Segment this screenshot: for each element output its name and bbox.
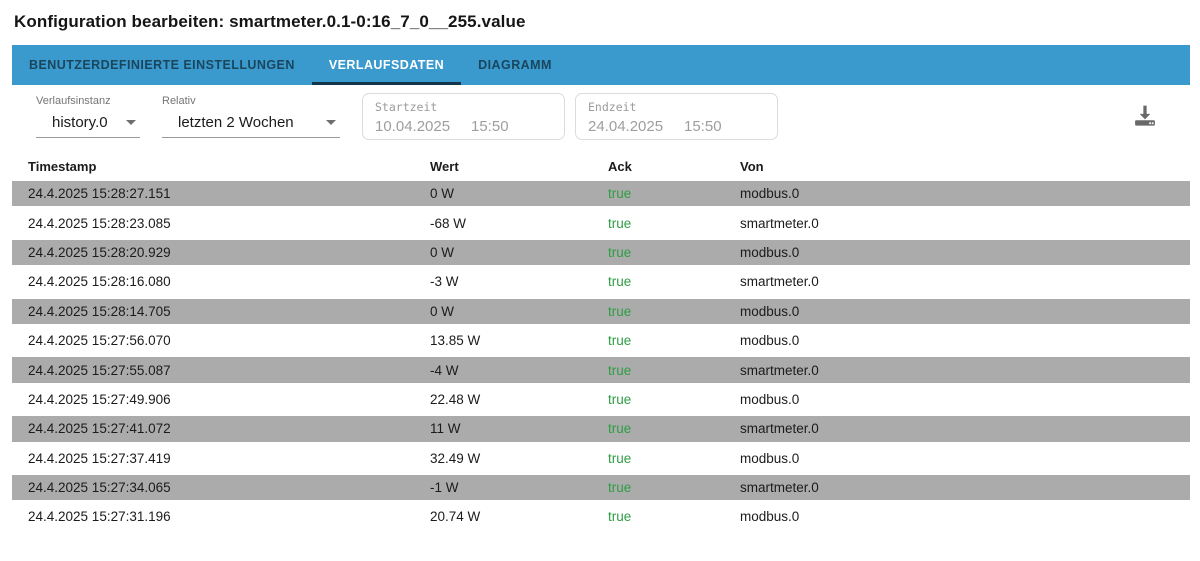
cell-wert: 32.49 W <box>430 450 481 466</box>
cell-timestamp: 24.4.2025 15:28:16.080 <box>28 274 171 290</box>
cell-wert: -3 W <box>430 274 459 290</box>
cell-von: modbus.0 <box>740 303 800 319</box>
tab-label: VERLAUFSDATEN <box>328 58 445 72</box>
start-time-field[interactable]: 15:50 <box>471 118 509 135</box>
tab-benutzerdefinierte-einstellungen[interactable]: BENUTZERDEFINIERTE EINSTELLUNGEN <box>12 45 312 85</box>
cell-timestamp: 24.4.2025 15:27:31.196 <box>28 509 171 525</box>
history-instance-select[interactable]: Verlaufsinstanz history.0 <box>36 95 140 138</box>
cell-timestamp: 24.4.2025 15:28:27.151 <box>28 186 171 202</box>
download-icon <box>1131 105 1159 132</box>
tab-verlaufsdaten[interactable]: VERLAUFSDATEN <box>311 45 462 85</box>
cell-von: smartmeter.0 <box>740 215 819 231</box>
cell-ack: true <box>608 421 632 437</box>
column-header-ack: Ack <box>608 158 632 174</box>
cell-von: modbus.0 <box>740 509 800 525</box>
table-row: 24.4.2025 15:28:20.929 0 W true modbus.0 <box>12 237 1190 268</box>
history-instance-label: Verlaufsinstanz <box>36 95 111 107</box>
cell-ack: true <box>608 215 632 231</box>
cell-von: modbus.0 <box>740 391 800 407</box>
end-date-field[interactable]: 24.04.2025 <box>588 118 664 135</box>
table-row: 24.4.2025 15:27:49.906 22.48 W true modbus.… <box>12 385 1190 414</box>
history-instance-value: history.0 <box>52 114 108 131</box>
chevron-down-icon <box>126 120 136 125</box>
column-header-wert: Wert <box>430 158 459 174</box>
filter-toolbar: Verlaufsinstanz history.0 Relativ letzte… <box>0 85 1200 153</box>
cell-von: modbus.0 <box>740 244 800 260</box>
column-header-timestamp: Timestamp <box>28 158 97 174</box>
table-row: 24.4.2025 15:27:37.419 32.49 W true modbus.… <box>12 444 1190 473</box>
cell-wert: 13.85 W <box>430 333 481 349</box>
cell-ack: true <box>608 480 632 496</box>
table-row: 24.4.2025 15:28:27.151 0 W true modbus.0 <box>12 179 1190 209</box>
tab-label: BENUTZERDEFINIERTE EINSTELLUNGEN <box>29 58 295 72</box>
relative-range-select[interactable]: Relativ letzten 2 Wochen <box>162 95 340 138</box>
cell-timestamp: 24.4.2025 15:28:20.929 <box>28 244 171 260</box>
cell-wert: -68 W <box>430 215 467 231</box>
download-button[interactable] <box>1130 101 1160 131</box>
chevron-down-icon <box>326 120 336 125</box>
cell-ack: true <box>608 274 632 290</box>
cell-ack: true <box>608 186 632 202</box>
table-row: 24.4.2025 15:27:56.070 13.85 W true modbus.… <box>12 326 1190 355</box>
table-header-row: Timestamp Wert Ack Von <box>12 153 1190 179</box>
table-row: 24.4.2025 15:27:31.196 20.74 W true modbus.… <box>12 502 1190 531</box>
table-row: 24.4.2025 15:28:16.080 -3 W true smartmeter… <box>12 267 1190 296</box>
tab-label: DIAGRAMM <box>478 58 552 72</box>
cell-wert: 22.48 W <box>430 391 481 407</box>
cell-ack: true <box>608 509 632 525</box>
cell-timestamp: 24.4.2025 15:27:56.070 <box>28 333 171 349</box>
cell-timestamp: 24.4.2025 15:27:37.419 <box>28 450 171 466</box>
table-row: 24.4.2025 15:28:23.085 -68 W true smartmete… <box>12 208 1190 237</box>
table-row: 24.4.2025 15:28:14.705 0 W true modbus.0 <box>12 296 1190 326</box>
cell-ack: true <box>608 244 632 260</box>
relative-range-label: Relativ <box>162 95 196 107</box>
cell-timestamp: 24.4.2025 15:27:41.072 <box>28 421 171 437</box>
cell-wert: 0 W <box>430 303 455 319</box>
cell-ack: true <box>608 391 632 407</box>
cell-timestamp: 24.4.2025 15:28:23.085 <box>28 215 171 231</box>
cell-von: smartmeter.0 <box>740 274 819 290</box>
tab-bar: BENUTZERDEFINIERTE EINSTELLUNGEN VERLAUF… <box>12 45 1190 85</box>
cell-ack: true <box>608 333 632 349</box>
start-date-field[interactable]: 10.04.2025 <box>375 118 451 135</box>
cell-timestamp: 24.4.2025 15:27:55.087 <box>28 362 171 378</box>
cell-von: modbus.0 <box>740 186 800 202</box>
end-time-field[interactable]: 15:50 <box>684 118 722 135</box>
cell-ack: true <box>608 450 632 466</box>
cell-wert: 11 W <box>430 421 461 437</box>
end-time-fieldset[interactable]: Endzeit 24.04.2025 15:50 <box>575 93 778 140</box>
table-row: 24.4.2025 15:27:34.065 -1 W true smartmeter… <box>12 472 1190 503</box>
cell-wert: -4 W <box>430 362 459 378</box>
cell-ack: true <box>608 303 632 319</box>
cell-von: modbus.0 <box>740 450 800 466</box>
cell-wert: 20.74 W <box>430 509 481 525</box>
relative-range-value: letzten 2 Wochen <box>178 114 294 131</box>
cell-wert: -1 W <box>430 480 459 496</box>
tab-diagramm[interactable]: DIAGRAMM <box>461 45 569 85</box>
cell-timestamp: 24.4.2025 15:28:14.705 <box>28 303 171 319</box>
table-row: 24.4.2025 15:27:55.087 -4 W true smartmeter… <box>12 355 1190 385</box>
cell-von: smartmeter.0 <box>740 480 819 496</box>
start-time-label: Startzeit <box>375 100 438 114</box>
cell-von: smartmeter.0 <box>740 421 819 437</box>
cell-timestamp: 24.4.2025 15:27:34.065 <box>28 480 171 496</box>
cell-wert: 0 W <box>430 186 455 202</box>
end-time-label: Endzeit <box>588 100 637 114</box>
table-row: 24.4.2025 15:27:41.072 11 W true smartmeter… <box>12 414 1190 444</box>
column-header-von: Von <box>740 158 764 174</box>
cell-ack: true <box>608 362 632 378</box>
cell-von: smartmeter.0 <box>740 362 819 378</box>
cell-wert: 0 W <box>430 244 455 260</box>
start-time-fieldset[interactable]: Startzeit 10.04.2025 15:50 <box>362 93 565 140</box>
cell-von: modbus.0 <box>740 333 800 349</box>
page-title: Konfiguration bearbeiten: smartmeter.0.1… <box>14 12 526 31</box>
cell-timestamp: 24.4.2025 15:27:49.906 <box>28 391 171 407</box>
